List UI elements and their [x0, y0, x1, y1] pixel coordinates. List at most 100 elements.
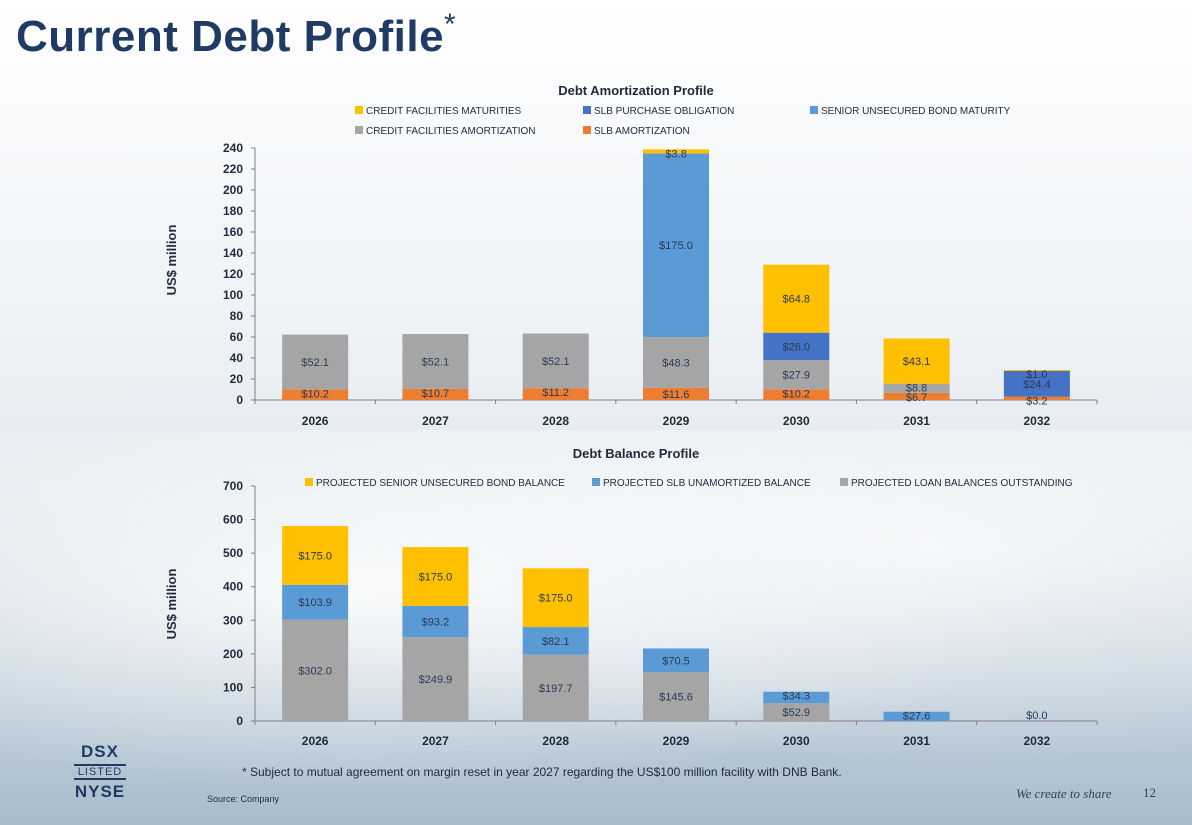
x-tick-label: 2027 [422, 734, 449, 748]
bar-segment [643, 648, 709, 673]
bar-segment [643, 337, 709, 388]
bar-segment [643, 672, 709, 721]
bar-segment [763, 389, 830, 400]
data-label: $82.1 [542, 636, 570, 648]
mist-overlay [0, 430, 1192, 825]
page-title-text: Current Debt Profile [16, 12, 445, 61]
bar-segment [282, 619, 349, 721]
bar-segment [282, 334, 349, 390]
y-axis-label: US$ million [164, 569, 179, 640]
bar-segment [282, 525, 349, 585]
bar-segment [522, 388, 589, 400]
bar-segment [763, 703, 830, 721]
title-asterisk: * [444, 8, 457, 41]
data-label: $24.4 [1023, 379, 1051, 391]
legend-label: SENIOR UNSECURED BOND MATURITY [821, 106, 1011, 117]
legend-swatch [305, 478, 313, 486]
y-tick-label: 600 [223, 513, 243, 527]
footnote: * Subject to mutual agreement on margin … [242, 765, 842, 779]
data-label: $11.2 [542, 387, 569, 399]
x-tick-label: 2032 [1024, 414, 1051, 428]
bar-segment [883, 711, 950, 721]
y-tick-label: 40 [230, 351, 244, 365]
data-label: $175.0 [539, 593, 573, 605]
data-label: $6.7 [906, 392, 927, 404]
dsx-nyse-logo: DSX LISTED NYSE [70, 742, 130, 802]
data-label: $175.0 [419, 571, 453, 583]
y-tick-label: 0 [236, 393, 243, 407]
bar-segment [1003, 369, 1070, 372]
logo-line-3: NYSE [74, 782, 126, 801]
bar-segment [402, 547, 469, 606]
legend-label: CREDIT FACILITIES AMORTIZATION [366, 126, 535, 137]
data-label: $52.1 [542, 356, 570, 368]
x-tick-label: 2030 [783, 734, 810, 748]
legend-label: SLB AMORTIZATION [594, 126, 690, 137]
data-label: $103.9 [298, 597, 332, 609]
bar-segment [402, 605, 469, 638]
legend-swatch [583, 126, 591, 134]
bar-segment [643, 153, 709, 338]
x-tick-label: 2026 [302, 734, 329, 748]
bar-segment [763, 359, 830, 390]
x-tick-label: 2029 [663, 734, 690, 748]
legend-swatch [840, 478, 848, 486]
bar-segment [402, 388, 469, 400]
y-tick-label: 300 [223, 613, 243, 627]
data-label: $52.1 [422, 356, 450, 368]
x-tick-label: 2028 [542, 734, 569, 748]
legend-swatch [583, 106, 591, 114]
data-label: $3.8 [665, 148, 686, 160]
data-label: $175.0 [659, 240, 693, 252]
y-tick-label: 80 [230, 309, 244, 323]
data-label: $302.0 [298, 665, 332, 677]
data-label: $26.0 [783, 341, 811, 353]
x-tick-label: 2029 [663, 414, 690, 428]
y-tick-label: 700 [223, 479, 243, 493]
source-note: Source: Company [207, 794, 280, 804]
bar-segment [883, 383, 950, 393]
chart-title: Debt Balance Profile [573, 446, 699, 461]
y-tick-label: 500 [223, 546, 243, 560]
bar-segment [402, 637, 469, 721]
x-tick-label: 2026 [302, 414, 329, 428]
x-tick-label: 2031 [903, 414, 930, 428]
x-tick-label: 2027 [422, 414, 449, 428]
y-tick-label: 400 [223, 580, 243, 594]
y-tick-label: 240 [223, 141, 243, 155]
y-tick-label: 200 [223, 647, 243, 661]
data-label: $34.3 [783, 691, 811, 703]
x-tick-label: 2032 [1024, 734, 1051, 748]
bar-segment [522, 627, 589, 655]
data-label: $52.9 [783, 707, 811, 719]
data-label: $48.3 [662, 357, 690, 369]
bar-segment [282, 389, 349, 400]
legend-label: SLB PURCHASE OBLIGATION [594, 106, 734, 117]
y-tick-label: 100 [223, 288, 243, 302]
legend-swatch [355, 106, 363, 114]
data-label: $11.6 [663, 389, 690, 401]
y-tick-label: 20 [230, 372, 244, 386]
y-tick-label: 180 [223, 204, 243, 218]
y-tick-label: 60 [230, 330, 244, 344]
page-title: Current Debt Profile* [16, 8, 456, 62]
x-tick-label: 2031 [903, 734, 930, 748]
bar-segment [643, 387, 709, 400]
y-tick-label: 120 [223, 267, 243, 281]
data-label: $70.5 [662, 655, 690, 667]
x-tick-label: 2030 [783, 414, 810, 428]
legend-label: PROJECTED LOAN BALANCES OUTSTANDING [851, 478, 1073, 489]
bar-segment [763, 691, 830, 704]
y-tick-label: 160 [223, 225, 243, 239]
bar-segment [763, 264, 830, 333]
data-label: $10.2 [783, 388, 811, 400]
bar-segment [522, 333, 589, 389]
data-label: $27.6 [903, 711, 931, 723]
data-label: $8.8 [906, 383, 927, 395]
y-tick-label: 140 [223, 246, 243, 260]
data-label: $249.9 [419, 674, 453, 686]
y-tick-label: 0 [236, 714, 243, 728]
legend-swatch [355, 126, 363, 134]
bar-segment [1003, 371, 1070, 397]
